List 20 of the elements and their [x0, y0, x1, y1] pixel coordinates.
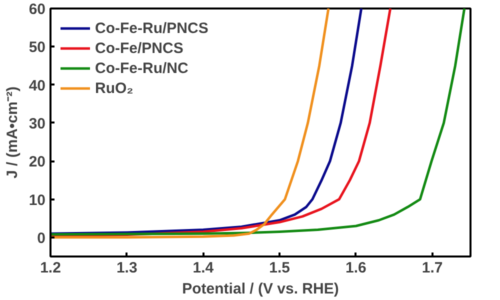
y-tick-label: 50	[28, 39, 46, 56]
x-tick-label: 1.7	[422, 260, 443, 276]
y-axis-title: J / (mA•cm⁻²)	[4, 86, 21, 178]
legend-label: Co-Fe-Ru/PNCS	[95, 20, 208, 36]
legend-label: Co-Fe-Ru/NC	[95, 60, 188, 76]
legend-label: Co-Fe/PNCS	[95, 40, 184, 56]
x-tick-label: 1.3	[116, 260, 138, 276]
y-tick-label: 0	[37, 230, 46, 247]
x-tick-label: 1.4	[192, 260, 214, 276]
y-tick-label: 60	[28, 1, 46, 18]
legend-label: RuO₂	[95, 80, 134, 96]
y-tick-label: 10	[28, 192, 46, 209]
x-tick-label: 1.2	[40, 260, 61, 276]
x-axis-title: Potential / (V vs. RHE)	[182, 280, 339, 298]
x-tick-label: 1.5	[269, 260, 290, 276]
x-tick-label: 1.6	[346, 260, 366, 276]
y-tick-label: 20	[28, 154, 46, 171]
line-series	[50, 8, 466, 236]
y-tick-label: 30	[28, 115, 46, 132]
y-tick-label: 40	[28, 77, 46, 94]
